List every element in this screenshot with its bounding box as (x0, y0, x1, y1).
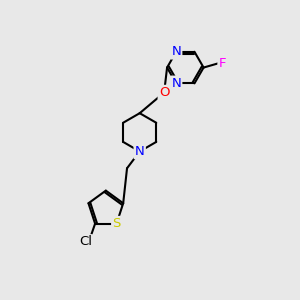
Text: O: O (159, 86, 169, 99)
Text: Cl: Cl (79, 236, 92, 248)
Text: N: N (135, 145, 145, 158)
Text: S: S (112, 217, 121, 230)
Text: N: N (171, 77, 181, 90)
Text: F: F (219, 57, 226, 70)
Text: N: N (171, 45, 181, 58)
